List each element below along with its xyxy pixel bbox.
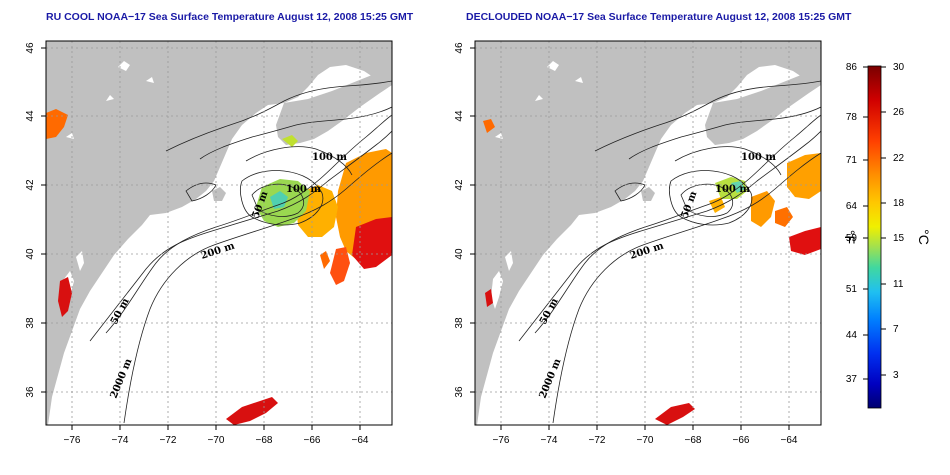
- land-mass: [46, 41, 392, 425]
- lat-tick-label: 38: [454, 317, 465, 329]
- lon-tick-label: −66: [304, 435, 321, 446]
- sst-warm-patch: [787, 153, 821, 199]
- right-map-panel: 100 m 100 m 50 m 200 m 50 m 2000 m −76 −…: [454, 40, 822, 446]
- right-map-title: DECLOUDED NOAA−17 Sea Surface Temperatur…: [466, 11, 852, 23]
- temperature-colorbar: 86 78 71 64 59 51 44 37 30 26 22 18 15 1…: [842, 62, 932, 409]
- lat-tick-label: 36: [454, 386, 465, 398]
- contour-label: 100 m: [286, 184, 321, 195]
- lat-tick-label: 44: [25, 110, 36, 122]
- celsius-tick-label: 18: [893, 198, 905, 209]
- sst-warm-patch: [46, 109, 68, 139]
- celsius-tick-label: 11: [893, 279, 904, 290]
- colorbar-gradient: [867, 65, 882, 409]
- sst-cyan-patch: [270, 191, 288, 209]
- sst-warm-patch: [330, 247, 350, 285]
- lon-tick-label: −68: [685, 435, 702, 446]
- fahrenheit-tick-label: 37: [846, 374, 858, 385]
- lat-tick-label: 44: [454, 110, 465, 122]
- cape-cod-land: [641, 187, 655, 201]
- lat-tick-label: 42: [25, 179, 36, 191]
- map-frame: [474, 40, 822, 426]
- contour-label: 100 m: [312, 152, 347, 163]
- celsius-tick-label: 30: [893, 62, 905, 73]
- contour-label: 100 m: [715, 184, 750, 195]
- fahrenheit-tick-label: 59: [846, 233, 858, 244]
- celsius-tick-label: 15: [893, 233, 905, 244]
- lat-tick-label: 36: [25, 386, 36, 398]
- sst-cyan-patch: [731, 181, 745, 193]
- lat-tick-label: 38: [25, 317, 36, 329]
- lon-tick-label: −64: [781, 435, 798, 446]
- fahrenheit-tick-label: 86: [846, 62, 858, 73]
- cape-cod-land: [212, 187, 226, 201]
- lat-tick-label: 42: [454, 179, 465, 191]
- contour-label: 100 m: [741, 152, 776, 163]
- sst-green-patch: [282, 135, 298, 147]
- fahrenheit-tick-label: 44: [846, 330, 858, 341]
- sst-hot-patch: [352, 217, 392, 269]
- land-mass: [475, 41, 821, 425]
- lon-tick-label: −72: [160, 435, 177, 446]
- left-map-title: RU COOL NOAA−17 Sea Surface Temperature …: [46, 11, 414, 23]
- lat-tick-label: 46: [454, 42, 465, 54]
- celsius-tick-label: 26: [893, 107, 905, 118]
- sst-warm-patch: [751, 191, 775, 227]
- celsius-tick-label: 3: [893, 370, 899, 381]
- sst-warm-patch: [483, 119, 495, 133]
- fahrenheit-tick-label: 71: [846, 155, 858, 166]
- lat-tick-label: 40: [25, 248, 36, 260]
- map-frame: [45, 40, 393, 426]
- celsius-tick-label: 22: [893, 153, 905, 164]
- sst-hot-patch: [655, 403, 695, 425]
- lon-tick-label: −70: [637, 435, 654, 446]
- celsius-unit-label: °C: [916, 229, 932, 245]
- fahrenheit-tick-label: 64: [846, 201, 858, 212]
- fahrenheit-tick-label: 78: [846, 112, 858, 123]
- lon-tick-label: −68: [256, 435, 273, 446]
- lon-tick-label: −66: [733, 435, 750, 446]
- lon-tick-label: −74: [112, 435, 129, 446]
- sst-warm-patch: [775, 207, 793, 227]
- lat-tick-label: 46: [25, 42, 36, 54]
- sst-hot-patch: [485, 289, 493, 307]
- lon-tick-label: −72: [589, 435, 606, 446]
- lon-tick-label: −74: [541, 435, 558, 446]
- sst-hot-patch: [58, 277, 72, 317]
- lon-tick-label: −76: [493, 435, 510, 446]
- lon-tick-label: −64: [352, 435, 369, 446]
- fahrenheit-tick-label: 51: [846, 284, 858, 295]
- lat-tick-label: 40: [454, 248, 465, 260]
- nova-scotia-land: [276, 67, 392, 145]
- lon-tick-label: −70: [208, 435, 225, 446]
- fahrenheit-unit-label: °F: [842, 230, 858, 244]
- celsius-tick-label: 7: [893, 324, 899, 335]
- nova-scotia-land: [705, 67, 821, 145]
- left-map-panel: 100 m 100 m 50 m 200 m 50 m 2000 m −76 −…: [25, 40, 393, 446]
- sst-warm-patch: [320, 251, 330, 269]
- lon-tick-label: −76: [64, 435, 81, 446]
- sst-hot-patch: [226, 397, 278, 425]
- sst-hot-patch: [789, 227, 821, 255]
